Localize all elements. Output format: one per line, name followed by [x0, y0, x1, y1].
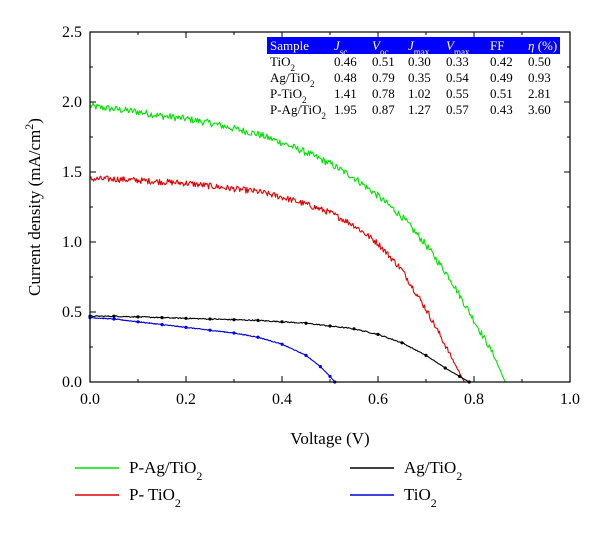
series-point-3-3	[160, 323, 164, 327]
table-header-cell: Vmax	[446, 38, 470, 57]
series-point-2-15	[443, 366, 447, 370]
y-tick-label: 1.0	[62, 234, 82, 251]
series-point-2-5	[208, 317, 212, 321]
y-tick-label: 1.5	[62, 164, 82, 181]
series-point-3-2	[136, 320, 140, 324]
table-value-cell: 1.02	[408, 86, 431, 101]
series-point-3-8	[280, 342, 284, 346]
series-point-2-11	[352, 327, 356, 331]
results-table: Sample Jsc Voc Jmax Vmax FF η (%)TiO2 0.46 0.51 0…	[267, 37, 560, 121]
axes-layer: 0.0 0.2 0.4 0.6 0.8 1.0 0.0 0.5 1.0 1.5 2.0 2.5 Volt…	[22, 24, 580, 448]
series-point-3-11	[328, 374, 332, 378]
table-value-cell: 0.87	[372, 102, 395, 117]
table-value-cell: 1.41	[334, 86, 357, 101]
table-header-background	[267, 37, 560, 54]
series-point-2-3	[160, 316, 164, 320]
series-line-2	[89, 315, 470, 383]
table-value-cell: 1.95	[334, 102, 357, 117]
table-header-cell: Voc	[372, 38, 388, 57]
x-tick-label: 0.0	[80, 391, 100, 408]
series-point-2-14	[424, 353, 428, 357]
table-value-cell: 0.50	[528, 54, 551, 69]
table-value-cell: 0.48	[334, 70, 357, 85]
series-point-2-10	[328, 324, 332, 328]
table-sample-cell: P-TiO2	[270, 86, 307, 105]
table-header-cell: Jmax	[408, 38, 430, 57]
x-tick-label: 0.4	[272, 391, 292, 408]
series-line-3	[89, 316, 336, 383]
table-sample-cell: P-Ag/TiO2	[270, 102, 326, 121]
table-value-cell: 0.30	[408, 54, 431, 69]
series-point-3-10	[318, 365, 322, 369]
series-line-1	[89, 175, 465, 383]
table-value-cell: 0.51	[372, 54, 395, 69]
x-tick-label: 0.8	[464, 391, 484, 408]
table-value-cell: 0.55	[446, 86, 469, 101]
series-point-3-4	[184, 325, 188, 329]
series-point-3-1	[112, 317, 116, 321]
series-point-2-4	[184, 316, 188, 320]
table-value-cell: 0.46	[334, 54, 357, 69]
x-tick-label: 0.6	[368, 391, 388, 408]
table-header-cell: FF	[490, 38, 504, 53]
table-value-cell: 0.43	[490, 102, 513, 117]
table-value-cell: 1.27	[408, 102, 431, 117]
series-line-0	[89, 102, 506, 383]
table-value-cell: 0.93	[528, 70, 551, 85]
series-point-3-6	[232, 331, 236, 335]
table-value-cell: 0.57	[446, 102, 469, 117]
series-point-2-9	[304, 321, 308, 325]
table-value-cell: 2.81	[528, 86, 551, 101]
series-point-2-6	[232, 318, 236, 322]
series-point-2-12	[376, 332, 380, 336]
table-value-cell: 3.60	[528, 102, 551, 117]
table-header-cell: η (%)	[528, 38, 557, 53]
table-value-cell: 0.51	[490, 86, 513, 101]
table-header-cell: Jsc	[334, 38, 347, 57]
series-point-2-1	[112, 314, 116, 318]
table-sample-cell: Ag/TiO2	[270, 70, 314, 89]
y-tick-label: 2.0	[62, 94, 82, 111]
series-point-2-7	[256, 318, 260, 322]
legend-label: P-Ag/TiO2	[129, 458, 202, 483]
table-value-cell: 0.78	[372, 86, 395, 101]
table-header-cell: Sample	[270, 38, 309, 53]
legend-label: P- TiO2	[129, 485, 181, 510]
series-point-2-13	[400, 341, 404, 345]
y-axis-label: Current density (mA/cm2)	[22, 118, 44, 296]
legend-label: TiO2	[404, 485, 437, 510]
series-layer	[88, 102, 506, 384]
table-value-cell: 0.49	[490, 70, 513, 85]
x-axis-label: Voltage (V)	[290, 429, 369, 448]
y-tick-label: 2.5	[62, 24, 82, 41]
table-value-cell: 0.33	[446, 54, 469, 69]
series-point-2-16	[458, 374, 462, 378]
x-tick-label: 0.2	[176, 391, 196, 408]
series-point-2-2	[136, 315, 140, 319]
x-tick-label: 1.0	[560, 391, 580, 408]
table-value-cell: 0.35	[408, 70, 431, 85]
table-sample-cell: TiO2	[270, 54, 295, 73]
table-value-cell: 0.42	[490, 54, 513, 69]
legend-label: Ag/TiO2	[404, 458, 462, 483]
series-point-3-9	[304, 353, 308, 357]
table-value-cell: 0.79	[372, 70, 395, 85]
y-tick-label: 0.5	[62, 304, 82, 321]
series-point-2-8	[280, 320, 284, 324]
y-tick-label: 0.0	[62, 374, 82, 391]
series-point-3-5	[208, 328, 212, 332]
series-point-3-7	[256, 335, 260, 339]
table-value-cell: 0.54	[446, 70, 469, 85]
